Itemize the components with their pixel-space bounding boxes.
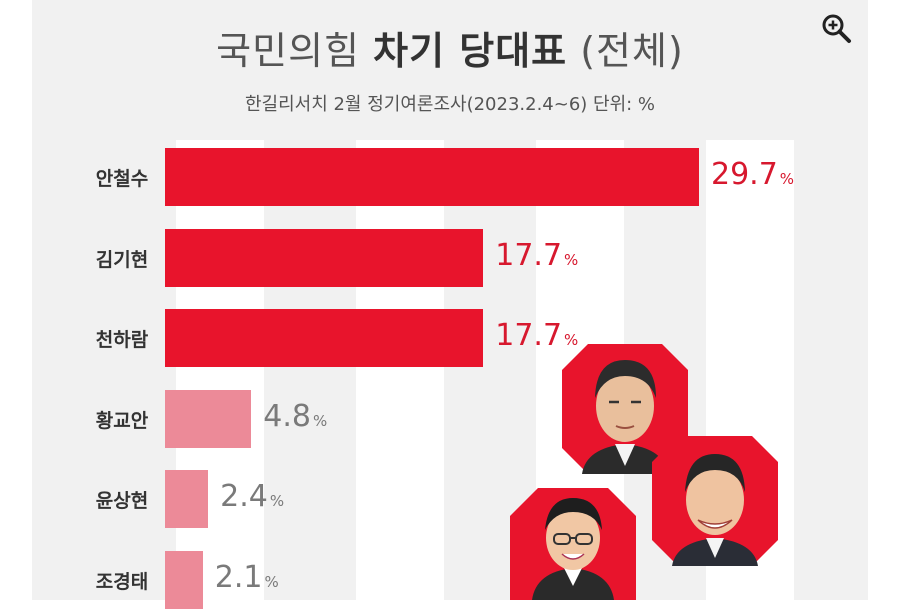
title-suffix: (전체) <box>580 29 684 73</box>
title-bold: 차기 당대표 <box>373 29 568 73</box>
candidate-photo-cheon <box>510 488 636 600</box>
bar <box>165 309 484 367</box>
bar <box>165 148 699 206</box>
category-label: 황교안 <box>95 409 149 432</box>
value-label: 4.8% <box>263 398 328 434</box>
bar <box>165 550 203 609</box>
category-label: 천하람 <box>95 329 149 351</box>
value-label: 2.1% <box>214 559 279 595</box>
candidate-photo-ahn <box>562 344 688 474</box>
bar <box>165 470 209 528</box>
title-light: 국민의힘 <box>216 29 361 73</box>
value-label: 2.4% <box>220 479 285 514</box>
value-label: 17.7% <box>495 318 579 353</box>
zoom-in-icon[interactable] <box>818 10 854 46</box>
grid-stripe <box>356 140 444 600</box>
candidate-photo-kim <box>652 436 778 566</box>
value-label: 29.7% <box>711 157 795 192</box>
category-label: 윤상현 <box>95 490 149 512</box>
category-label: 안철수 <box>95 168 149 190</box>
category-label: 조경태 <box>95 570 149 593</box>
category-label: 김기현 <box>95 248 149 271</box>
bar <box>165 228 484 287</box>
value-label: 17.7% <box>495 237 579 273</box>
grid-stripe <box>176 140 264 600</box>
chart-title: 국민의힘 차기 당대표 (전체) <box>0 20 900 75</box>
chart-subtitle: 한길리서치 2월 정기여론조사(2023.2.4~6) 단위: % <box>244 94 656 115</box>
bar <box>165 389 252 448</box>
